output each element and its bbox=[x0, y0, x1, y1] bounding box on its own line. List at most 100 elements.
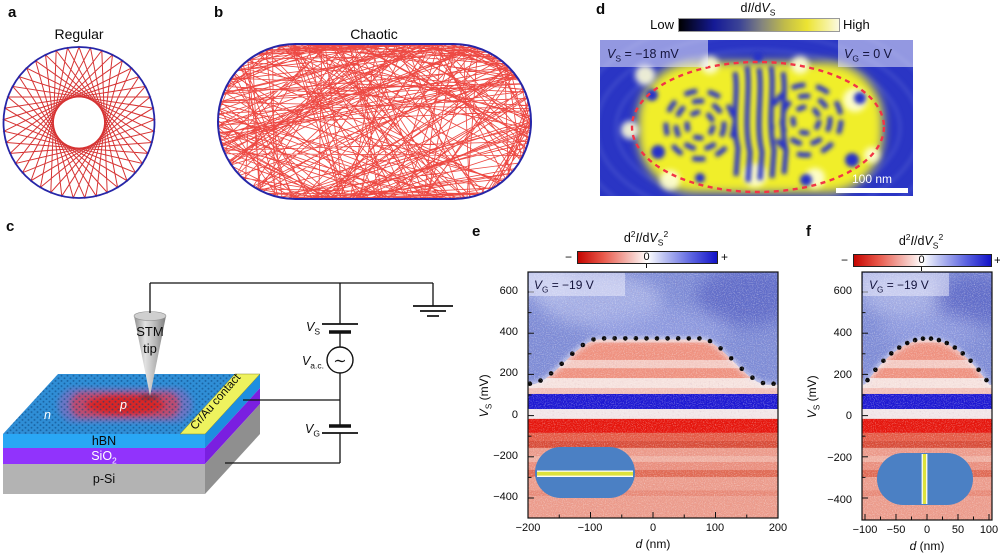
panel-e-colorbar-title: d2I/dVS2 bbox=[623, 229, 669, 248]
panel-label-d: d bbox=[596, 1, 606, 18]
y-tick-label: −200 bbox=[493, 450, 518, 462]
y-tick-label: 0 bbox=[845, 410, 852, 422]
panel-f-x-axis-label: d (nm) bbox=[909, 539, 945, 553]
panel-d-map bbox=[600, 40, 913, 196]
hbn-label: hBN bbox=[91, 434, 117, 448]
panel-label-e: e bbox=[472, 223, 481, 240]
panel-e-inset bbox=[535, 447, 635, 498]
stm-label-line2: tip bbox=[143, 341, 157, 356]
hbn-layer bbox=[3, 434, 205, 448]
y-tick-label: 600 bbox=[833, 285, 852, 297]
panel-f-vg-annotation: VG = −19 V bbox=[869, 278, 929, 295]
vertical-cut-line bbox=[922, 454, 927, 504]
stm-label-line1: STM bbox=[136, 324, 164, 339]
scalebar bbox=[836, 188, 908, 193]
panel-a-title: Regular bbox=[54, 26, 104, 42]
sio2-layer bbox=[3, 448, 205, 464]
panel-f-inset bbox=[877, 453, 973, 505]
chaotic-trajectory-lines bbox=[217, 43, 532, 200]
x-tick-label: 0 bbox=[649, 522, 657, 534]
x-tick-label: −100 bbox=[577, 522, 603, 534]
panel-label-c: c bbox=[6, 218, 15, 235]
regular-orbit-lines bbox=[2, 45, 156, 200]
panel-d-vg-annotation: VG = 0 V bbox=[844, 47, 892, 64]
panel-label-b: b bbox=[214, 4, 224, 21]
circle-billiard-outline bbox=[2, 46, 156, 199]
colorbar-zero-label: 0 bbox=[918, 254, 925, 266]
x-tick-label: 50 bbox=[951, 524, 965, 536]
tick-marks bbox=[862, 291, 990, 520]
x-tick-label: 100 bbox=[979, 524, 999, 536]
x-tick-label: 200 bbox=[768, 522, 788, 534]
panel-c-device: ∼ bbox=[3, 282, 453, 494]
x-tick-label: 0 bbox=[923, 524, 931, 536]
vac-source-label: Va.c. bbox=[301, 354, 324, 371]
colorbar-minus-label: − bbox=[564, 250, 572, 264]
crau-contact bbox=[179, 373, 261, 435]
panel-f-colorbar-title: d2I/dVS2 bbox=[898, 232, 944, 251]
p-region-label: p bbox=[120, 398, 127, 412]
ground-symbol bbox=[413, 305, 453, 317]
psi-label: p-Si bbox=[92, 472, 116, 486]
y-tick-label: −400 bbox=[493, 491, 518, 503]
scalebar-label: 100 nm bbox=[851, 172, 893, 186]
panel-d-colorbar bbox=[678, 18, 840, 32]
panel-f-y-axis-label: VS (mV) bbox=[805, 375, 822, 419]
panel-a-billiard bbox=[2, 45, 156, 200]
y-tick-label: −400 bbox=[827, 494, 852, 506]
sio2-label: SiO2 bbox=[91, 449, 117, 466]
stm-tip-cone bbox=[134, 316, 166, 396]
y-tick-label: 400 bbox=[833, 327, 852, 339]
colorbar-minus-label: − bbox=[840, 253, 848, 267]
colorbar-high-label: High bbox=[843, 17, 870, 32]
psi-layer bbox=[3, 464, 205, 494]
tick-marks bbox=[527, 291, 779, 518]
x-tick-label: −50 bbox=[886, 524, 906, 536]
n-region-label: n bbox=[44, 408, 51, 422]
panel-e-annotation-box bbox=[529, 273, 625, 296]
panel-f-annotation-box bbox=[863, 273, 949, 296]
vg-annotation-box bbox=[838, 40, 913, 67]
horizontal-cut-line bbox=[537, 471, 633, 476]
circuit-wires bbox=[149, 282, 434, 464]
panel-e-y-axis-label: VS (mV) bbox=[477, 374, 494, 418]
y-tick-label: 400 bbox=[499, 326, 518, 338]
panel-e-colorbar bbox=[577, 251, 718, 264]
panel-b-billiard bbox=[217, 43, 532, 200]
panel-label-f: f bbox=[806, 223, 811, 240]
ac-source bbox=[326, 346, 354, 374]
vs-annotation-box bbox=[600, 40, 708, 67]
vg-battery bbox=[322, 424, 358, 434]
x-tick-label: 100 bbox=[705, 522, 725, 534]
vs-source-label: VS bbox=[305, 320, 320, 337]
stadium-billiard-outline bbox=[217, 43, 532, 200]
vg-source-label: VG bbox=[305, 422, 320, 439]
colorbar-low-label: Low bbox=[650, 17, 674, 32]
panel-e-x-axis-label: d (nm) bbox=[635, 537, 671, 551]
panel-d-vs-annotation: VS = −18 mV bbox=[607, 47, 679, 64]
ripples bbox=[600, 40, 913, 196]
panel-f-colorbar bbox=[853, 254, 992, 267]
y-tick-label: 0 bbox=[511, 409, 518, 421]
panel-f-axes bbox=[861, 271, 993, 521]
colorbar-plus-label: + bbox=[721, 250, 729, 264]
colorbar-plus-label: + bbox=[994, 253, 1000, 267]
colorbar-zero-tick bbox=[920, 267, 922, 271]
x-tick-label: −100 bbox=[852, 524, 878, 536]
x-tick-label: −200 bbox=[515, 522, 541, 534]
dashed-stadium-outline bbox=[630, 60, 886, 194]
colorbar-zero-label: 0 bbox=[643, 251, 650, 263]
ac-symbol: ∼ bbox=[333, 353, 346, 370]
y-tick-label: 600 bbox=[499, 285, 518, 297]
panel-label-a: a bbox=[8, 4, 17, 21]
panel-e-vg-annotation: VG = −19 V bbox=[534, 278, 594, 295]
panel-b-title: Chaotic bbox=[350, 26, 398, 42]
y-tick-label: −200 bbox=[827, 452, 852, 464]
interference-features bbox=[646, 52, 866, 186]
vs-battery bbox=[322, 323, 358, 334]
panel-d-colorbar-title: dI/dVS bbox=[740, 1, 776, 18]
panel-e-axes bbox=[527, 271, 779, 519]
colorbar-zero-tick bbox=[645, 264, 647, 268]
